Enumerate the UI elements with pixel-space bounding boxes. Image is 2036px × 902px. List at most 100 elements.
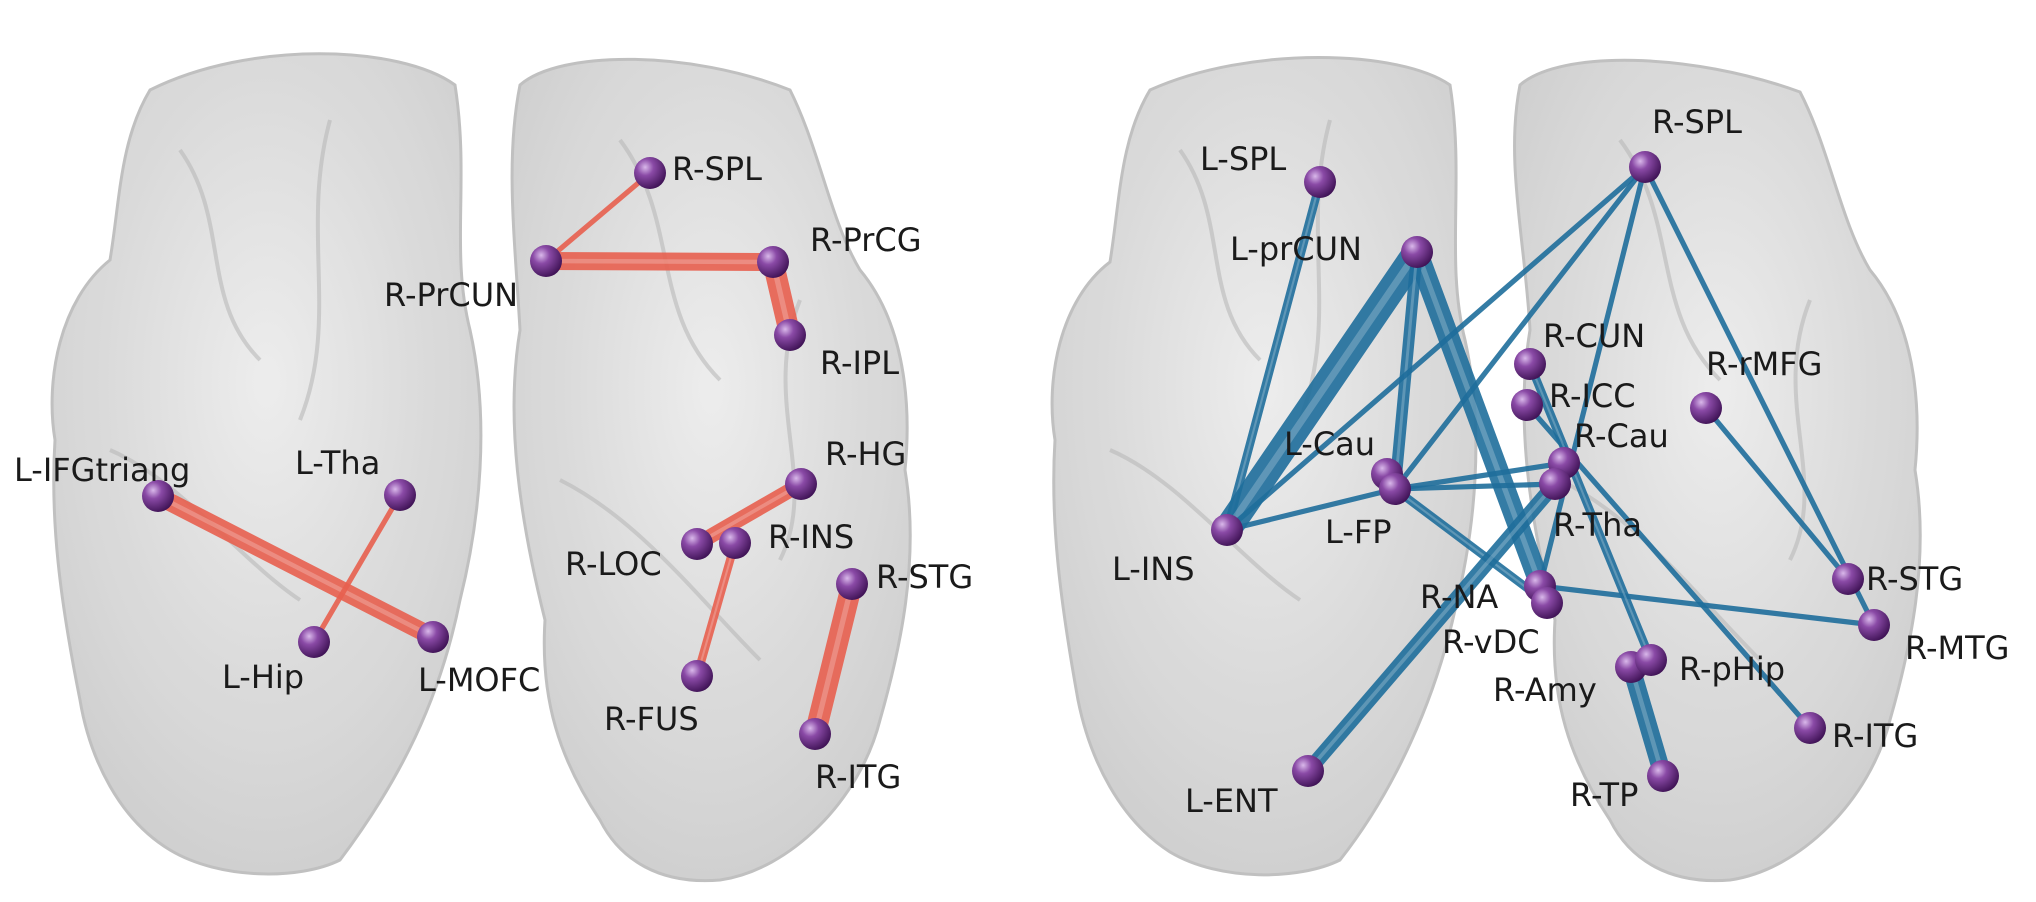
node-right-r-stg xyxy=(1832,563,1864,595)
node-left-r-ins xyxy=(719,527,751,559)
node-label-right-l-fp: L-FP xyxy=(1325,513,1392,551)
edge-right-l-fp-r-vdc xyxy=(1390,484,1552,608)
edge-highlight xyxy=(812,581,855,737)
node-left-r-prcun xyxy=(530,245,562,277)
brain-fold xyxy=(178,148,262,362)
node-label-right-r-vdc: R-vDC xyxy=(1442,623,1540,661)
edge-highlight xyxy=(1414,249,1550,606)
edge-right-l-spl-l-ins xyxy=(1222,177,1325,535)
brain-fold xyxy=(1109,448,1302,602)
edge-right-l-fp-r-cau xyxy=(1392,460,1567,492)
node-left-r-loc xyxy=(681,528,713,560)
node-left-r-fus xyxy=(681,660,713,692)
node-label-right-r-amy: R-Amy xyxy=(1493,671,1597,709)
left-hemisphere-shape xyxy=(50,52,483,876)
node-label-left-r-ins: R-INS xyxy=(768,518,854,556)
node-label-left-l-hip: L-Hip xyxy=(222,658,304,696)
node-label-left-r-fus: R-FUS xyxy=(604,700,699,738)
node-label-right-r-rmfg: R-rMFG xyxy=(1706,345,1822,383)
node-label-left-r-hg: R-HG xyxy=(825,435,906,473)
node-right-r-itg xyxy=(1794,712,1826,744)
right-hemisphere-shape xyxy=(1513,58,1922,883)
edge-highlight xyxy=(1528,362,1653,662)
edge-right-r-spl-r-na xyxy=(1537,164,1648,589)
edge-highlight xyxy=(1393,250,1419,491)
node-right-l-fp xyxy=(1379,473,1411,505)
node-label-right-r-icc: R-ICC xyxy=(1549,377,1636,415)
node-label-left-l-mofc: L-MOFC xyxy=(418,661,540,699)
node-left-r-stg xyxy=(836,568,868,600)
node-label-right-r-tp: R-TP xyxy=(1570,776,1638,814)
node-right-l-prcun xyxy=(1401,236,1433,268)
edge-highlight xyxy=(695,541,737,678)
node-right-r-rmfg xyxy=(1690,392,1722,424)
edge-highlight xyxy=(155,493,436,640)
node-left-l-hip xyxy=(298,626,330,658)
brain-fold xyxy=(1788,299,1812,561)
node-label-right-r-na: R-NA xyxy=(1420,578,1498,616)
node-right-r-spl xyxy=(1629,151,1661,183)
edge-highlight xyxy=(1306,482,1557,773)
edge-left-l-tha-l-hip xyxy=(311,492,403,645)
node-label-left-r-stg: R-STG xyxy=(876,558,973,596)
node-right-l-ins xyxy=(1211,514,1243,546)
node-label-right-r-cun: R-CUN xyxy=(1543,317,1645,355)
node-right-r-vdc xyxy=(1531,587,1563,619)
node-label-left-r-loc: R-LOC xyxy=(565,545,662,583)
edge-highlight xyxy=(1223,248,1421,534)
node-label-right-r-mtg: R-MTG xyxy=(1905,629,2009,667)
node-label-right-r-spl: R-SPL xyxy=(1652,103,1742,141)
edge-highlight xyxy=(1628,664,1666,779)
node-label-left-l-tha: L-Tha xyxy=(295,444,380,482)
node-right-l-spl xyxy=(1304,166,1336,198)
edge-right-l-ins-r-spl xyxy=(1224,164,1648,533)
nodes-layer xyxy=(142,151,1890,792)
edge-right-r-spl-l-fp xyxy=(1392,164,1648,492)
edge-right-r-tha-l-ent xyxy=(1300,476,1563,779)
edge-left-l-ifgtriang-l-mofc xyxy=(149,487,442,646)
node-right-r-cun xyxy=(1514,348,1546,380)
edge-highlight xyxy=(543,258,776,265)
edge-right-r-cun-r-phip xyxy=(1525,359,1656,665)
edge-right-l-prcun-l-fp xyxy=(1389,246,1423,495)
node-left-r-ipl xyxy=(774,319,806,351)
brain-fold xyxy=(1298,119,1332,421)
node-right-r-tp xyxy=(1647,760,1679,792)
node-left-l-ifgtriang xyxy=(142,480,174,512)
edge-right-l-fp-r-tha xyxy=(1392,481,1558,492)
edge-right-r-na-r-mtg xyxy=(1537,583,1877,628)
node-left-r-prcg xyxy=(757,246,789,278)
edge-right-r-spl-r-mtg xyxy=(1642,164,1877,628)
edge-left-r-ins-r-fus xyxy=(692,538,740,681)
node-label-right-r-stg: R-STG xyxy=(1866,560,1963,598)
edges-layer xyxy=(149,164,1877,785)
edge-left-r-spl-r-prcun xyxy=(543,170,653,264)
node-label-left-l-ifgtriang: L-IFGtriang xyxy=(14,451,190,489)
edge-highlight xyxy=(1393,487,1549,605)
edge-left-r-prcun-r-prcg xyxy=(537,252,782,271)
node-label-right-l-spl: L-SPL xyxy=(1200,140,1286,178)
node-label-right-l-cau: L-Cau xyxy=(1284,425,1375,463)
edge-left-r-loc-r-hg xyxy=(689,476,809,552)
node-label-right-r-tha: R-Tha xyxy=(1553,506,1642,544)
node-left-l-mofc xyxy=(417,621,449,653)
node-right-r-mtg xyxy=(1858,609,1890,641)
node-left-r-hg xyxy=(785,468,817,500)
edge-right-l-ins-l-fp xyxy=(1224,486,1398,533)
brain-fold xyxy=(298,119,332,421)
node-label-left-r-spl: R-SPL xyxy=(672,150,762,188)
edge-highlight xyxy=(695,482,803,546)
node-right-l-ent xyxy=(1292,755,1324,787)
node-label-right-r-itg: R-ITG xyxy=(1832,717,1918,755)
node-label-left-r-prcun: R-PrCUN xyxy=(384,276,518,314)
node-right-r-icc xyxy=(1511,389,1543,421)
edge-right-l-prcun-l-ins xyxy=(1213,238,1431,544)
edge-highlight xyxy=(1225,180,1322,532)
edge-right-r-rmfg-r-stg xyxy=(1703,405,1851,582)
node-label-left-r-itg: R-ITG xyxy=(815,758,901,796)
edge-right-r-amy-r-tp xyxy=(1622,658,1672,785)
node-label-left-r-ipl: R-IPL xyxy=(820,344,899,382)
node-left-r-itg xyxy=(799,718,831,750)
node-label-right-r-phip: R-pHip xyxy=(1679,650,1785,688)
